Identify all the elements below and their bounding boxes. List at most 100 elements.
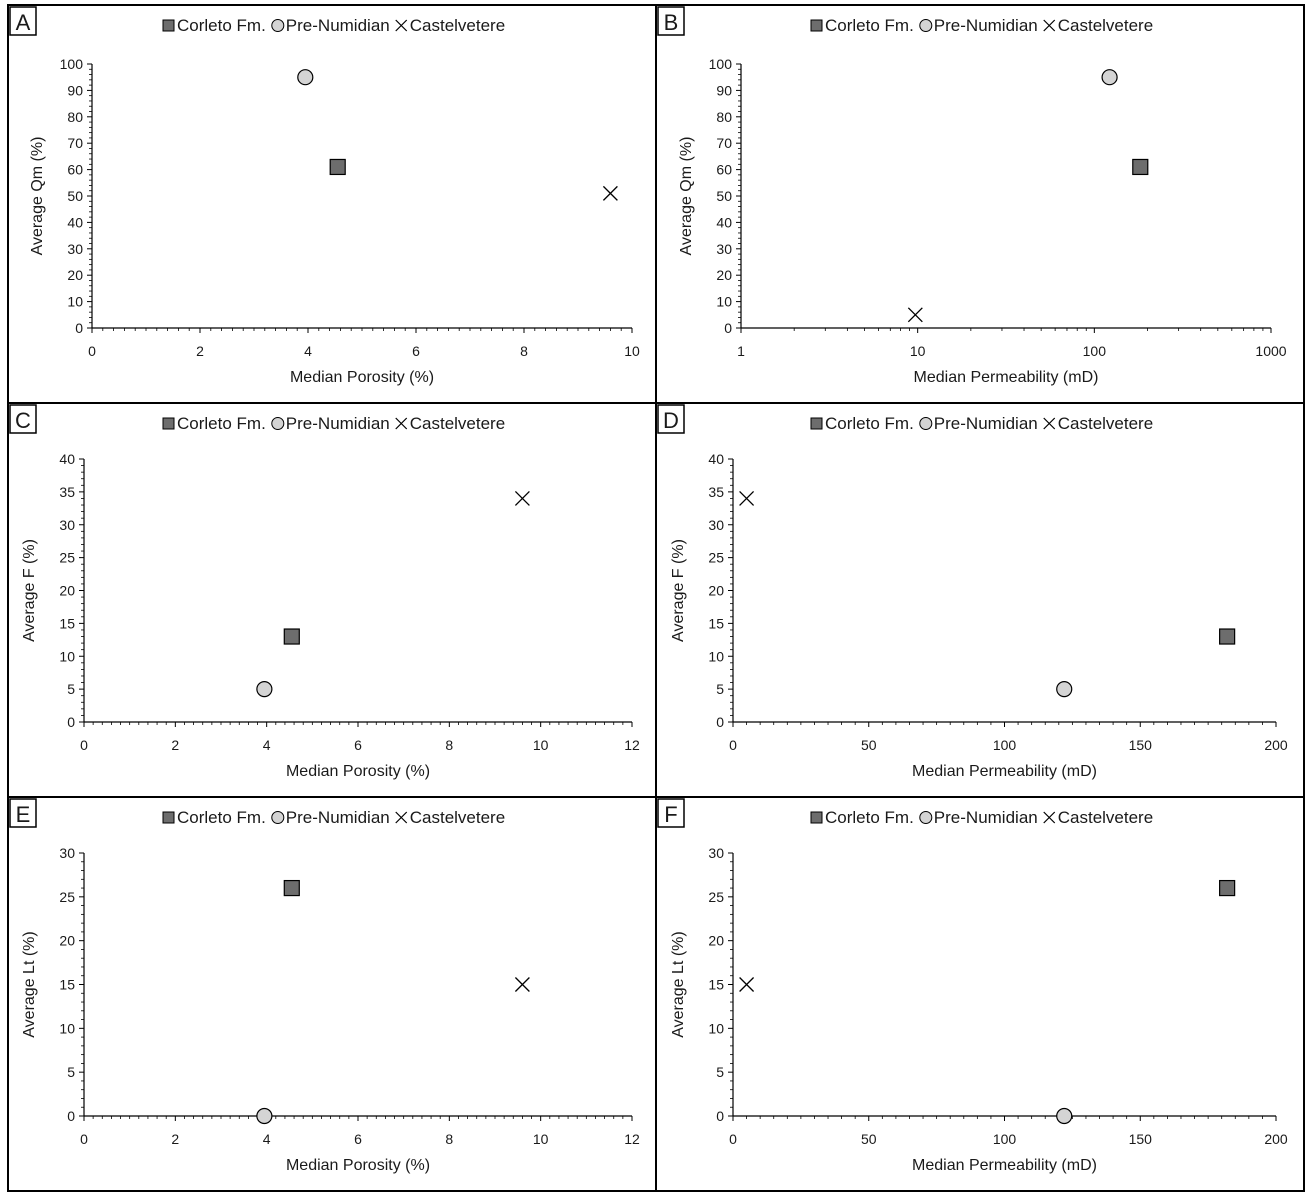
panel-border <box>7 4 657 404</box>
x-tick-label: 1 <box>737 343 745 359</box>
y-tick-label: 90 <box>716 82 732 98</box>
legend-cross-icon <box>395 811 408 824</box>
legend-cross-icon <box>395 19 408 32</box>
y-tick-label: 20 <box>67 267 83 283</box>
y-tick-label: 30 <box>708 517 724 533</box>
y-tick-label: 25 <box>708 550 724 566</box>
y-tick-label: 40 <box>59 451 75 467</box>
panel-d: D 0 5 10 15 20 25 30 35 40 0 50 100 150 200 Median Perm… <box>655 402 1305 798</box>
y-tick-label: 20 <box>716 267 732 283</box>
data-point-castelvetere <box>907 307 923 323</box>
y-tick-label: 40 <box>67 214 83 230</box>
x-tick-label: 0 <box>80 1131 88 1147</box>
data-point-pre-numidian <box>256 681 273 698</box>
panel-letter-box: D <box>657 404 685 434</box>
y-tick-label: 0 <box>716 714 724 730</box>
y-tick-label: 60 <box>716 162 732 178</box>
y-tick-label: 0 <box>716 1108 724 1124</box>
y-tick-label: 10 <box>716 294 732 310</box>
legend-label: Castelvetere <box>1058 16 1153 35</box>
x-axis-title: Median Permeability (mD) <box>912 1157 1097 1174</box>
panel-letter-frame <box>657 404 685 434</box>
legend-circle-icon <box>271 811 285 824</box>
legend-label: Corleto Fm. <box>177 808 266 827</box>
x-tick-label: 2 <box>171 1131 179 1147</box>
legend-label: Castelvetere <box>410 808 505 827</box>
x-tick-label: 100 <box>993 1131 1017 1147</box>
data-point-corleto <box>283 879 300 897</box>
y-tick-label: 20 <box>708 933 724 949</box>
x-tick-label: 4 <box>263 1131 271 1147</box>
y-axis-title: Average F (%) <box>670 539 687 642</box>
x-tick-label: 0 <box>729 737 737 753</box>
legend-label: Corleto Fm. <box>825 16 914 35</box>
panel-border <box>655 796 1305 1192</box>
y-tick-label: 10 <box>708 648 724 664</box>
y-tick-label: 15 <box>708 615 724 631</box>
x-tick-label: 2 <box>196 343 204 359</box>
panel-c: C 0 5 10 15 20 25 30 35 40 0 2 4 6 8 10 12 Median Porosit… <box>7 402 657 798</box>
data-point-castelvetere <box>514 490 530 506</box>
data-point-corleto <box>1219 879 1236 897</box>
y-axis-title: Average Lt (%) <box>21 931 38 1037</box>
legend-label: Corleto Fm. <box>825 808 914 827</box>
panel-letter-box: C <box>9 404 37 434</box>
legend-label: Castelvetere <box>410 414 505 433</box>
legend-circle-icon <box>919 19 933 32</box>
x-tick-label: 100 <box>1083 343 1107 359</box>
panel-letter-frame <box>9 798 37 828</box>
legend-square-icon <box>810 19 823 32</box>
y-tick-label: 70 <box>716 135 732 151</box>
data-point-castelvetere <box>602 185 618 201</box>
panel-border <box>655 4 1305 404</box>
legend-cross-icon <box>1043 417 1056 430</box>
legend-square-icon <box>162 19 175 32</box>
x-tick-label: 0 <box>729 1131 737 1147</box>
legend-label: Pre-Numidian <box>286 414 390 433</box>
data-point-pre-numidian <box>1056 1107 1073 1125</box>
panel-letter-box: F <box>657 798 685 828</box>
panel-letter: D <box>663 408 679 433</box>
y-tick-label: 20 <box>59 933 75 949</box>
data-point-corleto <box>283 628 300 645</box>
y-tick-label: 50 <box>67 188 83 204</box>
x-tick-label: 200 <box>1264 1131 1288 1147</box>
data-point-pre-numidian <box>1056 681 1073 698</box>
data-point-corleto <box>329 158 346 176</box>
y-tick-label: 25 <box>59 550 75 566</box>
y-tick-label: 5 <box>67 681 75 697</box>
panel-letter: E <box>16 802 31 827</box>
legend-label: Pre-Numidian <box>934 16 1038 35</box>
data-point-castelvetere <box>739 490 755 506</box>
y-tick-label: 0 <box>724 320 732 336</box>
panel-border <box>655 402 1305 798</box>
legend-cross-icon <box>395 417 408 430</box>
x-tick-label: 8 <box>445 737 453 753</box>
x-tick-label: 10 <box>624 343 640 359</box>
x-tick-label: 0 <box>88 343 96 359</box>
panel-letter-frame <box>9 6 37 36</box>
y-tick-label: 35 <box>59 484 75 500</box>
legend-label: Pre-Numidian <box>934 414 1038 433</box>
x-tick-label: 10 <box>910 343 926 359</box>
y-tick-label: 20 <box>708 583 724 599</box>
x-tick-label: 6 <box>354 737 362 753</box>
legend-square-icon <box>810 811 823 824</box>
x-tick-label: 10 <box>533 737 549 753</box>
x-tick-label: 150 <box>1129 737 1153 753</box>
x-tick-label: 0 <box>80 737 88 753</box>
x-tick-label: 150 <box>1129 1131 1153 1147</box>
data-point-pre-numidian <box>1101 69 1118 86</box>
panel-letter: A <box>16 10 31 35</box>
x-tick-label: 10 <box>533 1131 549 1147</box>
legend-label: Castelvetere <box>1058 414 1153 433</box>
y-tick-label: 90 <box>67 82 83 98</box>
x-tick-label: 200 <box>1264 737 1288 753</box>
y-tick-label: 100 <box>709 56 733 72</box>
legend-label: Pre-Numidian <box>286 16 390 35</box>
legend-label: Corleto Fm. <box>825 414 914 433</box>
legend: Corleto Fm. Pre-Numidian Castelvetere <box>162 16 505 35</box>
x-tick-label: 4 <box>263 737 271 753</box>
legend-label: Corleto Fm. <box>177 16 266 35</box>
x-tick-label: 2 <box>171 737 179 753</box>
